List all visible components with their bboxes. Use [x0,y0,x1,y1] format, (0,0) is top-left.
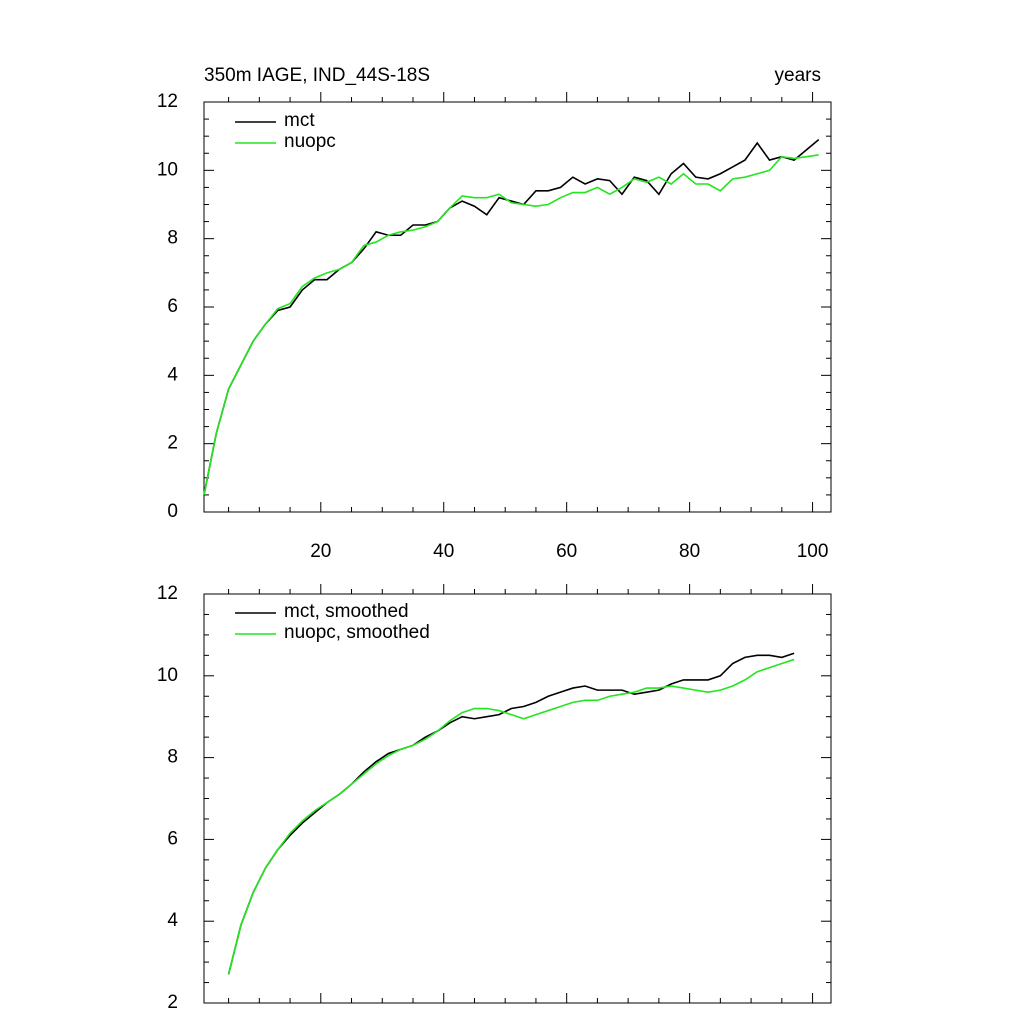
y-tick-label: 0 [167,501,178,522]
y-tick-label: 4 [167,910,178,931]
legend-label: nuopc, smoothed [284,622,430,643]
y-tick-label: 8 [167,747,178,768]
y-tick-label: 6 [167,828,178,849]
x-tick-label: 20 [310,541,331,562]
y-tick-label: 10 [157,665,178,686]
series-line [227,652,795,975]
series-line [227,658,795,975]
plot-frame [203,593,832,1004]
series-line [203,154,819,496]
y-tick-label: 12 [157,91,178,112]
legend-label: mct [284,110,315,131]
y-tick-label: 4 [167,364,178,385]
chart-title: 350m IAGE, IND_44S-18S [204,65,430,86]
legend-label: nuopc [284,131,336,152]
y-tick-label: 2 [167,433,178,454]
legend-label: mct, smoothed [284,601,409,622]
plot-frame [203,101,832,513]
series-line [203,138,820,496]
x-tick-label: 60 [556,541,577,562]
units-label: years [775,65,821,86]
x-tick-label: 40 [433,541,454,562]
y-tick-label: 6 [167,296,178,317]
x-tick-label: 80 [679,541,700,562]
y-tick-label: 10 [157,159,178,180]
y-tick-label: 12 [157,583,178,604]
y-tick-label: 2 [167,992,178,1013]
x-tick-label: 100 [797,541,829,562]
y-tick-label: 8 [167,228,178,249]
